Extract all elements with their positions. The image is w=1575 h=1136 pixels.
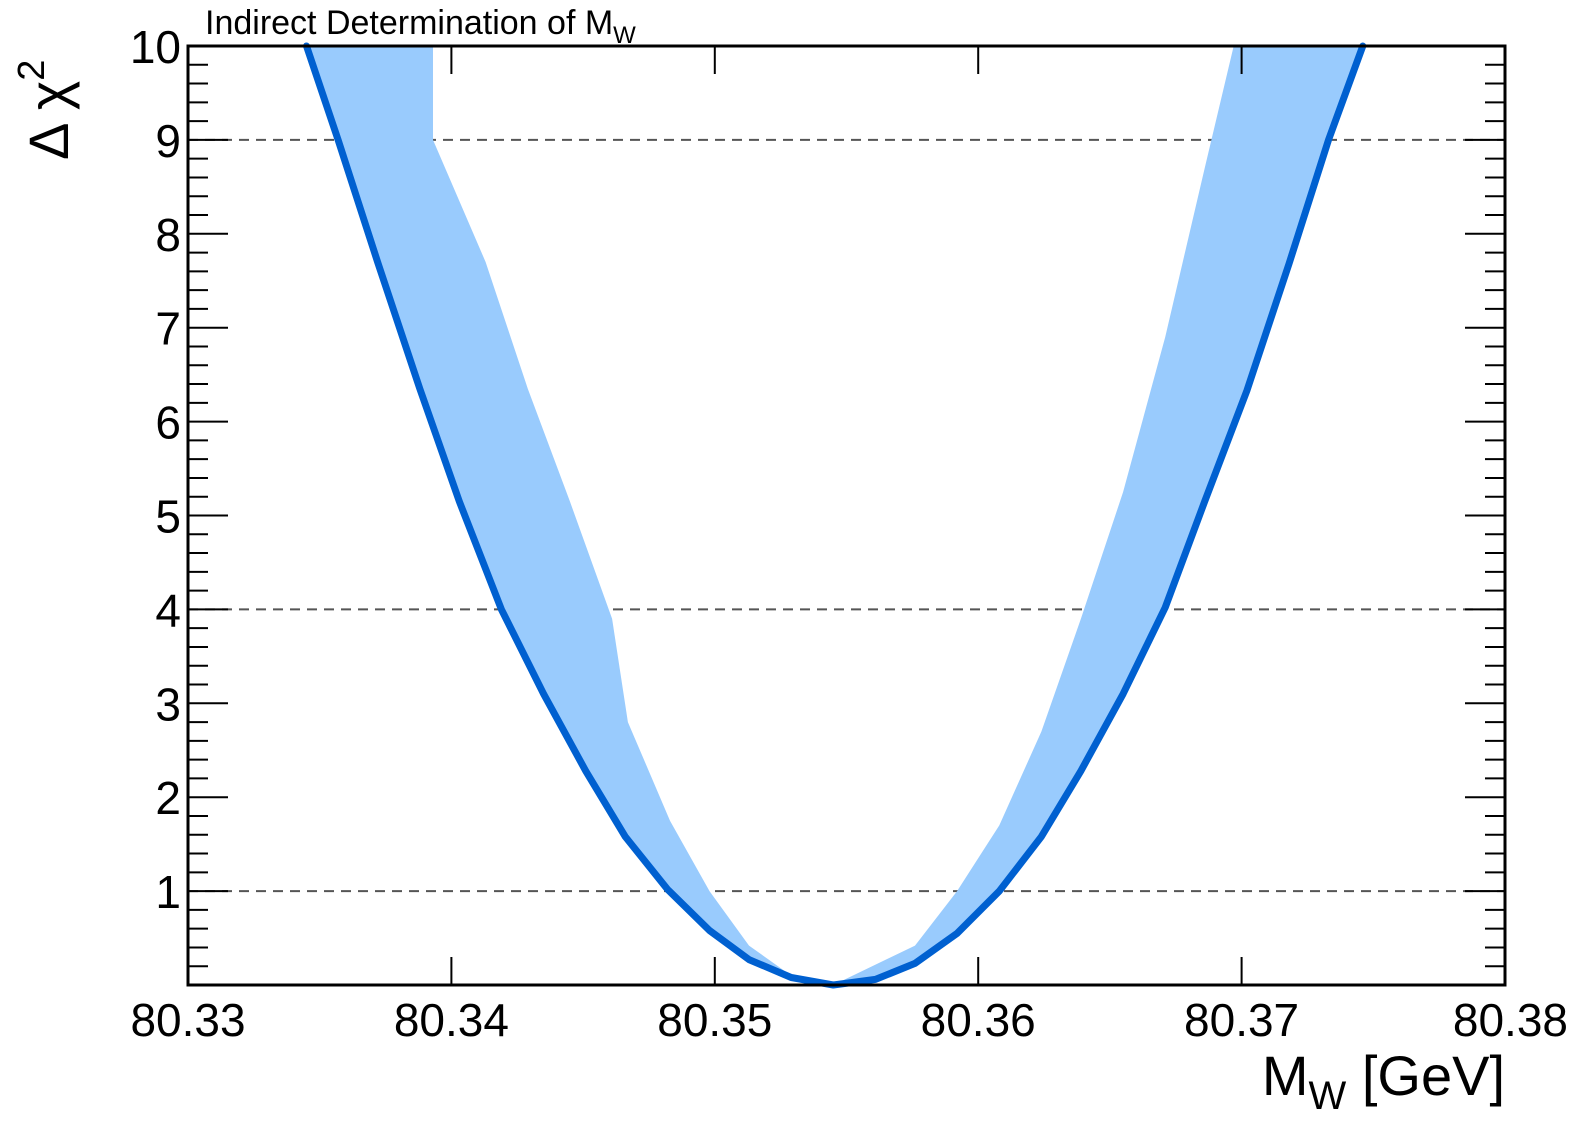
y-tick-label: 5 — [155, 491, 181, 543]
y-axis-tick-labels: 1 2 3 4 5 6 7 8 9 10 — [130, 21, 181, 918]
x-tick-label: 80.37 — [1184, 994, 1299, 1046]
plot-frame — [186, 44, 1507, 987]
chart-title-main: Indirect Determination of M — [205, 4, 613, 42]
y-tick-label: 1 — [155, 866, 181, 918]
x-axis-tick-labels: 80.33 80.34 80.35 80.36 80.37 80.38 — [130, 994, 1568, 1046]
x-tick-label: 80.38 — [1453, 994, 1568, 1046]
chart-title-subscript: W — [613, 22, 636, 49]
x-tick-label: 80.34 — [394, 994, 509, 1046]
chart-title-text: Indirect Determination of MW — [205, 4, 636, 49]
y-tick-label: 9 — [155, 115, 181, 167]
x-axis-label-unit: [GeV] — [1346, 1044, 1505, 1107]
y-tick-label: 6 — [155, 397, 181, 449]
y-tick-label: 7 — [155, 303, 181, 355]
y-axis-label-text: Δ χ2 — [11, 60, 80, 160]
chart-title: Indirect Determination of MW — [205, 4, 636, 49]
y-axis-label-main: Δ χ — [17, 81, 80, 160]
x-axis-label-text: MW [GeV] — [1262, 1044, 1505, 1118]
y-tick-label: 2 — [155, 772, 181, 824]
x-tick-label: 80.36 — [921, 994, 1036, 1046]
y-tick-label: 3 — [155, 678, 181, 730]
y-axis-label: Δ χ2 — [11, 60, 80, 160]
y-tick-label: 8 — [155, 209, 181, 261]
x-tick-label: 80.35 — [657, 994, 772, 1046]
x-axis-label: MW [GeV] — [1262, 1044, 1505, 1118]
plot-area — [186, 42, 1507, 989]
y-tick-label: 10 — [130, 21, 181, 73]
x-tick-label: 80.33 — [130, 994, 245, 1046]
axis-ticks — [187, 45, 1506, 986]
y-tick-label: 4 — [155, 584, 181, 636]
uncertainty-band — [306, 46, 1363, 985]
y-axis-label-superscript: 2 — [11, 60, 53, 81]
x-axis-label-subscript: W — [1309, 1074, 1347, 1118]
x-axis-label-main: M — [1262, 1044, 1309, 1107]
